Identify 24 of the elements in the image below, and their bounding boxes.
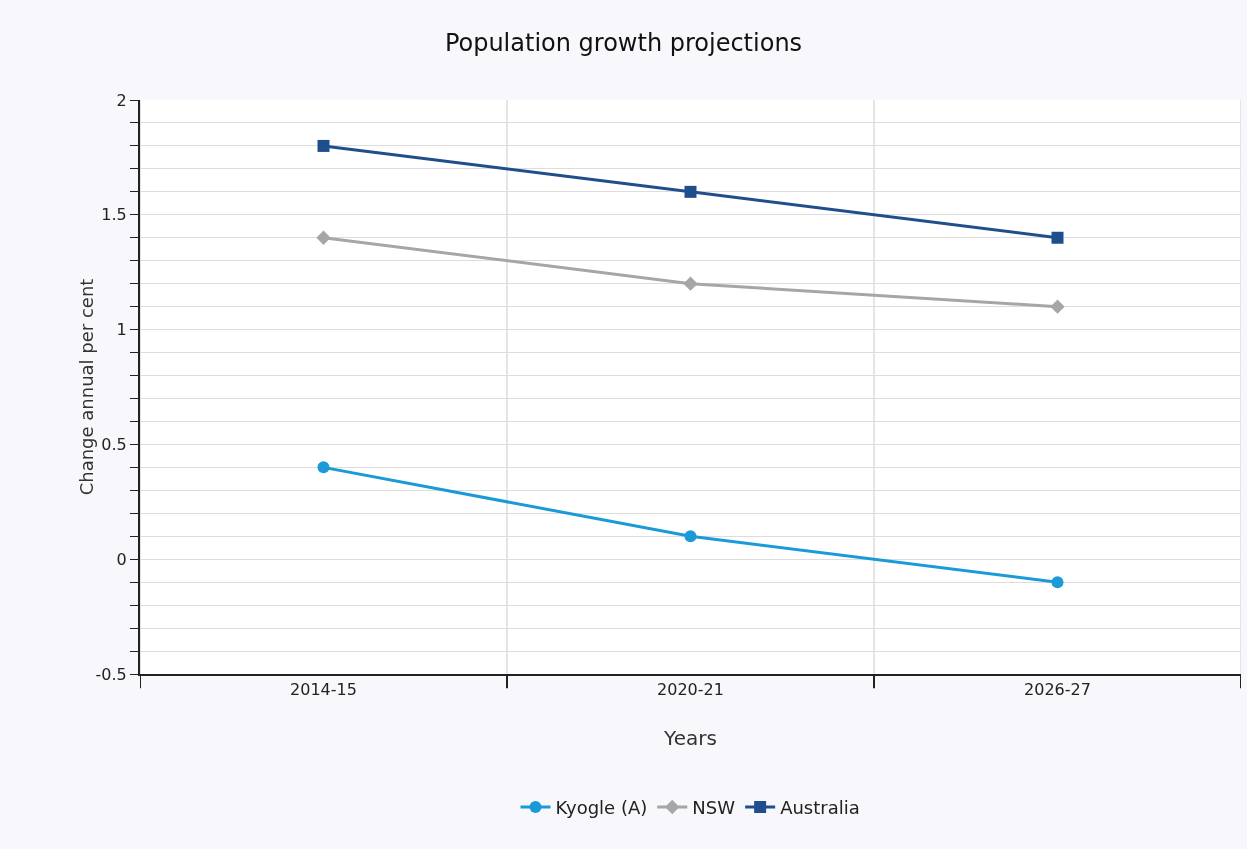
point [1051,231,1064,244]
legend-label: NSW [692,797,736,819]
y-axis-title: Change annual per cent [76,278,97,496]
y-tick-label: 0 [116,549,127,569]
point [317,461,330,474]
y-tick-label: 0.5 [101,435,127,454]
x-axis-title: Years [663,726,717,750]
y-tick-label: 2 [116,90,127,110]
point [317,139,330,152]
x-tick-label: 2014-15 [290,680,357,700]
chart-title: Population growth projections [444,28,803,57]
y-tick-label: 1.5 [101,205,127,225]
point [1051,576,1064,589]
y-tick-label: -0.5 [95,664,127,684]
point [1050,299,1065,314]
x-tick-label: 2020-21 [657,680,724,700]
point [684,530,697,543]
legend-label: Australia [780,797,860,819]
y-tick-label: 1 [116,320,127,340]
point [316,230,331,245]
legend-label: Kyogle (A) [555,797,648,819]
point [683,276,698,291]
point [684,185,697,198]
x-tick-label: 2026-27 [1024,680,1091,700]
